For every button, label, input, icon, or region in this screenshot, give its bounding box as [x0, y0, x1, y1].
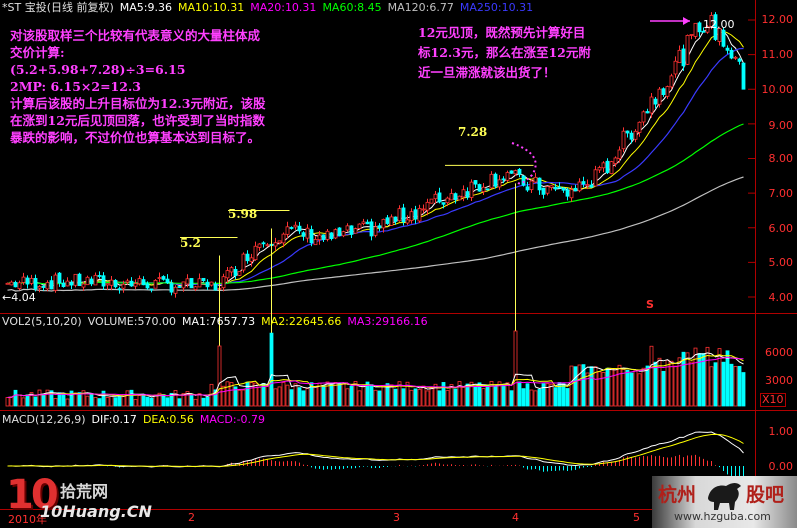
site-logo-right: 杭州 股吧 www.hzguba.com	[652, 476, 797, 528]
ma10-value: MA10:10.31	[178, 1, 245, 14]
price-tick: 9.00	[768, 119, 794, 132]
ma60-value: MA60:8.45	[322, 1, 382, 14]
price-tick: 10.00	[761, 83, 794, 96]
logo-url-right: www.hzguba.com	[674, 510, 771, 523]
macd-tick: 0.00	[768, 460, 794, 473]
annotation-line: 对该股取样三个比较有代表意义的大量柱体成	[10, 28, 261, 43]
date-tick: 2010年	[8, 513, 47, 526]
volume-tick: 3000	[765, 374, 793, 387]
date-axis: 2010年 2 3 4 5	[0, 511, 760, 527]
vol-ma1-value: MA1:7657.73	[181, 315, 256, 328]
chart-title[interactable]: *ST 宝投(日线 前复权)	[2, 1, 114, 14]
price-label-7-28: 7.28	[458, 125, 488, 139]
volume-ma-lines	[7, 352, 744, 398]
dea-value: DEA:0.56	[142, 413, 194, 426]
macd-value: MACD:-0.79	[199, 413, 266, 426]
price-tick: 4.00	[768, 291, 794, 304]
annotation-line: 标12.3元，那么在涨至12元附	[418, 45, 591, 60]
price-tick: 6.00	[768, 222, 794, 235]
ma250-value: MA250:10.31	[459, 1, 534, 14]
price-tick: 12.00	[761, 13, 794, 26]
price-label-5-98: 5.98	[228, 207, 258, 221]
vol-ma3-value: MA3:29166.16	[347, 315, 428, 328]
annotation-line: 2MP: 6.15×2=12.3	[10, 79, 141, 94]
logo-cn-left: 杭州	[658, 484, 697, 506]
volume-bars	[5, 330, 746, 407]
annotation-line: (5.2+5.98+7.28)÷3=6.15	[10, 62, 186, 77]
date-tick: 2	[188, 511, 195, 524]
low-price-label: ←4.04	[2, 291, 36, 304]
price-tick: 7.00	[768, 187, 794, 200]
date-tick: 4	[512, 511, 519, 524]
ma20-value: MA20:10.31	[250, 1, 317, 14]
price-tick: 8.00	[768, 152, 794, 165]
vol-ma2-value: MA2:22645.66	[261, 315, 342, 328]
logo-cn-right: 股吧	[746, 484, 785, 506]
macd-panel-header: MACD(12,26,9) DIF:0.17 DEA:0.56 MACD:-0.79	[2, 413, 271, 427]
signal-marker: S	[646, 298, 654, 311]
volume-value: VOLUME:570.00	[87, 315, 176, 328]
low-price-value: 4.04	[11, 291, 36, 304]
annotation-line: 近一旦滞涨就该出货了！	[418, 65, 556, 80]
candlestick-series	[5, 12, 746, 298]
price-label-5-2: 5.2	[180, 236, 201, 250]
vol-title[interactable]: VOL2(5,10,20)	[2, 315, 82, 328]
ma5-value: MA5:9.36	[119, 1, 172, 14]
panel-frame	[0, 0, 797, 510]
volume-panel-header: VOL2(5,10,20) VOLUME:570.00 MA1:7657.73 MA2…	[2, 315, 434, 329]
annotation-line: 计算后该股的上升目标位为12.3元附近，该股	[10, 96, 266, 111]
bull-icon	[708, 483, 741, 510]
volume-tick: 6000	[765, 346, 793, 359]
price-tick: 11.00	[761, 48, 794, 61]
dif-value: DIF:0.17	[91, 413, 137, 426]
date-tick: 3	[393, 511, 400, 524]
annotation-line: 暴跌的影响，不过价位也算基本达到目标了。	[10, 130, 261, 145]
peak-price-label: 12.00	[703, 18, 735, 31]
site-logo-left: 10 拾荒网 10Huang.CN	[2, 472, 152, 526]
price-tick: 5.00	[768, 256, 794, 269]
main-panel-header: *ST 宝投(日线 前复权) MA5:9.36 MA10:10.31 MA20:10.…	[2, 1, 539, 15]
macd-title[interactable]: MACD(12,26,9)	[2, 413, 86, 426]
left-annotation: 对该股取样三个比较有代表意义的大量柱体成 交价计算: (5.2+5.98+7.2…	[10, 27, 380, 146]
annotation-line: 12元见顶，既然预先计算好目	[418, 25, 586, 40]
date-tick: 5	[633, 511, 640, 524]
annotation-line: 在涨到12元后见顶回落，也许受到了当时指数	[10, 113, 265, 128]
logo-url: 10Huang.CN	[40, 502, 152, 521]
annotation-line: 交价计算:	[10, 45, 65, 60]
ma120-value: MA120:6.77	[387, 1, 454, 14]
macd-chart	[7, 431, 744, 485]
logo-number: 10	[6, 472, 59, 518]
logo-cn-text: 拾荒网	[60, 482, 109, 501]
volume-multiplier: X10	[760, 393, 786, 407]
right-annotation: 12元见顶，既然预先计算好目 标12.3元，那么在涨至12元附 近一旦滞涨就该出…	[418, 23, 650, 83]
macd-tick: 1.00	[768, 425, 794, 438]
grid-lines	[748, 19, 756, 298]
